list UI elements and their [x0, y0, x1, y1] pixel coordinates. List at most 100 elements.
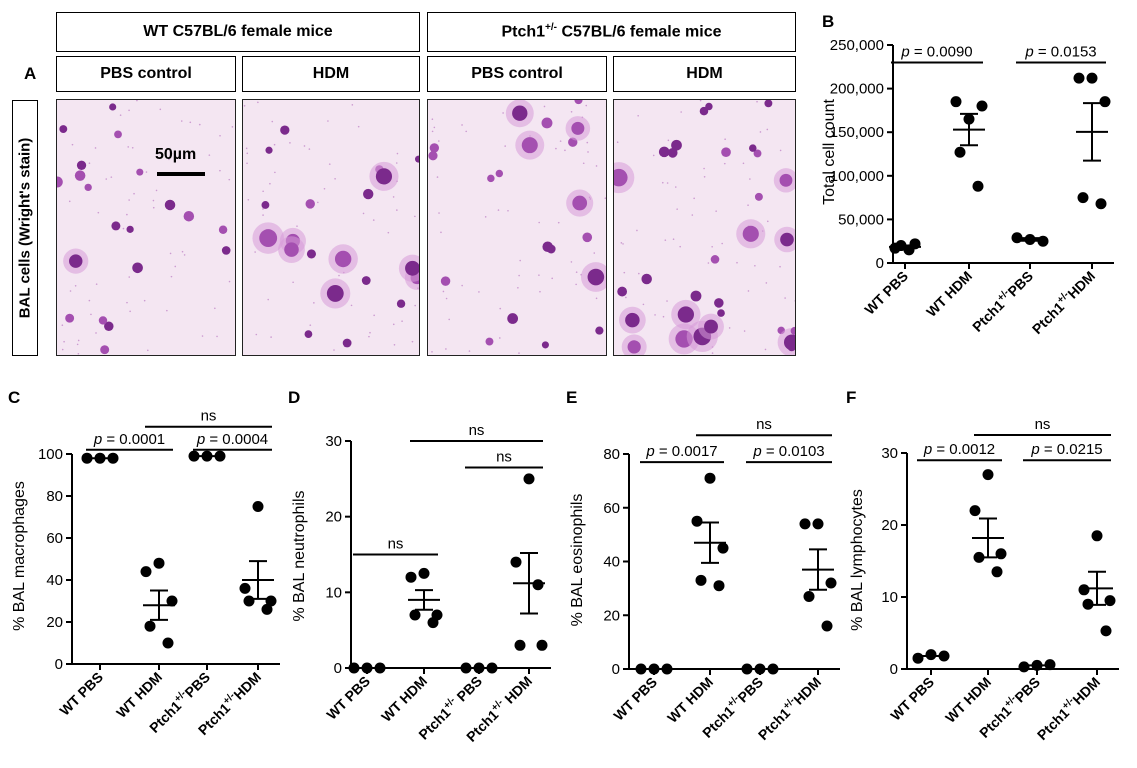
cell-nucleus [440, 276, 451, 286]
debris-speck [136, 100, 138, 102]
data-point [514, 639, 526, 651]
panel-letter-d: D [288, 388, 301, 407]
data-point [954, 146, 966, 158]
cell-nucleus [699, 106, 709, 116]
comparison-label: p = 0.0001 [93, 431, 165, 448]
debris-speck [652, 154, 655, 157]
debris-speck [271, 120, 274, 123]
y-tick-label: 40 [46, 572, 63, 589]
debris-speck [711, 245, 713, 248]
debris-speck [183, 254, 186, 256]
cell-nucleus [114, 130, 122, 139]
cell-nucleus [717, 309, 725, 317]
data-point [969, 505, 981, 517]
cell-nucleus [658, 146, 670, 158]
debris-speck [764, 348, 767, 351]
debris-speck [445, 348, 447, 350]
debris-speck [334, 178, 336, 180]
cell-nucleus [587, 268, 605, 286]
y-tick-label: 0 [890, 661, 898, 678]
y-axis-label: % BAL eosinophils [569, 494, 586, 627]
debris-speck [582, 162, 585, 165]
panel-letter-f: F [846, 388, 857, 407]
cell-nucleus [109, 103, 117, 111]
debris-speck [679, 245, 681, 248]
debris-speck [742, 162, 745, 165]
data-point [510, 556, 522, 568]
cell-nucleus [57, 176, 63, 188]
data-point [418, 567, 430, 579]
debris-speck [570, 110, 573, 113]
data-point [252, 501, 264, 512]
y-tick-label: 30 [881, 445, 898, 462]
debris-speck [766, 220, 769, 223]
cell-nucleus [74, 170, 86, 181]
y-tick-label: 40 [603, 554, 620, 571]
cell-nucleus [218, 225, 228, 234]
cell-nucleus [512, 105, 528, 121]
data-point [427, 617, 439, 629]
debris-speck [680, 111, 682, 113]
debris-speck [246, 162, 248, 165]
debris-speck [350, 304, 353, 307]
data-point [825, 577, 837, 589]
debris-speck [255, 333, 258, 336]
debris-speck [328, 163, 331, 165]
y-tick-label: 100 [38, 446, 63, 463]
cell-nucleus [259, 229, 278, 247]
data-point [661, 663, 673, 675]
cell-nucleus [396, 299, 406, 308]
y-tick-label: 60 [46, 530, 63, 547]
cell-nucleus [614, 168, 628, 187]
debris-speck [303, 145, 306, 147]
debris-speck [131, 147, 134, 149]
debris-speck [247, 198, 250, 201]
debris-speck [246, 152, 249, 155]
data-point [1011, 232, 1023, 244]
cell-nucleus [305, 199, 315, 209]
data-point [473, 662, 485, 674]
data-point [523, 473, 535, 485]
y-tick-label: 50,000 [838, 211, 884, 228]
debris-speck [433, 126, 436, 129]
cell-nucleus [326, 285, 344, 302]
data-point [767, 663, 779, 675]
y-tick-label: 0 [55, 656, 63, 673]
debris-speck [143, 299, 146, 302]
debris-speck [765, 282, 768, 284]
debris-speck [642, 303, 645, 306]
data-point [532, 579, 544, 591]
debris-speck [77, 352, 80, 355]
comparison-label: p = 0.0004 [196, 431, 268, 448]
debris-speck [126, 301, 128, 304]
condition-ptch1-pbs: PBS control [427, 56, 607, 92]
cell-nucleus [111, 221, 121, 231]
comparison-label: p = 0.0090 [900, 43, 972, 60]
cell-nucleus [671, 139, 682, 151]
debris-speck [654, 314, 656, 316]
y-tick-label: 100,000 [830, 168, 884, 185]
debris-speck [245, 147, 248, 150]
y-tick-label: 150,000 [830, 124, 884, 141]
debris-speck [661, 181, 664, 184]
data-point [536, 639, 548, 651]
y-tick-label: 10 [881, 589, 898, 606]
data-point [821, 620, 833, 632]
data-point [166, 595, 178, 607]
header-ptch1-group: Ptch1+/- C57BL/6 female mice [427, 12, 796, 52]
cell-nucleus [742, 225, 759, 242]
debris-speck [691, 214, 694, 216]
cell-nucleus [714, 298, 724, 308]
debris-speck [129, 310, 131, 313]
debris-speck [620, 242, 623, 244]
debris-speck [518, 274, 520, 277]
cell-nucleus [779, 173, 793, 187]
debris-speck [152, 199, 155, 202]
debris-speck [575, 271, 578, 273]
debris-speck [170, 275, 173, 278]
comparison-label: ns [201, 408, 217, 425]
row-label-box [12, 100, 38, 356]
cell-nucleus [485, 337, 494, 346]
data-point [239, 582, 251, 594]
